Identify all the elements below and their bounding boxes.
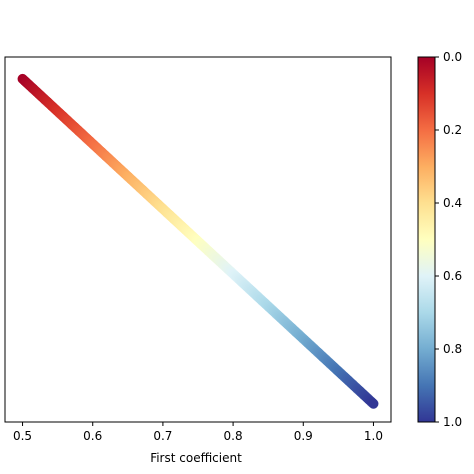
- x-tick-label: 0.8: [224, 429, 243, 443]
- colorbar-tick-label: 0.0: [443, 50, 462, 64]
- x-tick-label: 1.0: [364, 429, 383, 443]
- colorbar-tick-label: 0.4: [443, 196, 462, 210]
- colorbar-axis: 0.0 0.2 0.4 0.6 0.8 1.0: [435, 50, 462, 429]
- plot-area: [4, 56, 392, 423]
- x-tick-label: 0.7: [153, 429, 172, 443]
- x-axis-label: First coefficient: [150, 451, 242, 465]
- x-tick-label: 0.9: [294, 429, 313, 443]
- colorbar-tick-label: 0.6: [443, 269, 462, 283]
- colorbar-tick-label: 1.0: [443, 415, 462, 429]
- colorbar-tick-label: 0.8: [443, 342, 462, 356]
- colorbar: [417, 56, 436, 423]
- x-tick-label: 0.6: [83, 429, 102, 443]
- x-tick-label: 0.5: [13, 429, 32, 443]
- scatter-points: [17, 73, 379, 409]
- x-axis: 0.5 0.6 0.7 0.8 0.9 1.0: [13, 422, 383, 443]
- colorbar-tick-label: 0.2: [443, 123, 462, 137]
- scatter-point: [368, 398, 379, 409]
